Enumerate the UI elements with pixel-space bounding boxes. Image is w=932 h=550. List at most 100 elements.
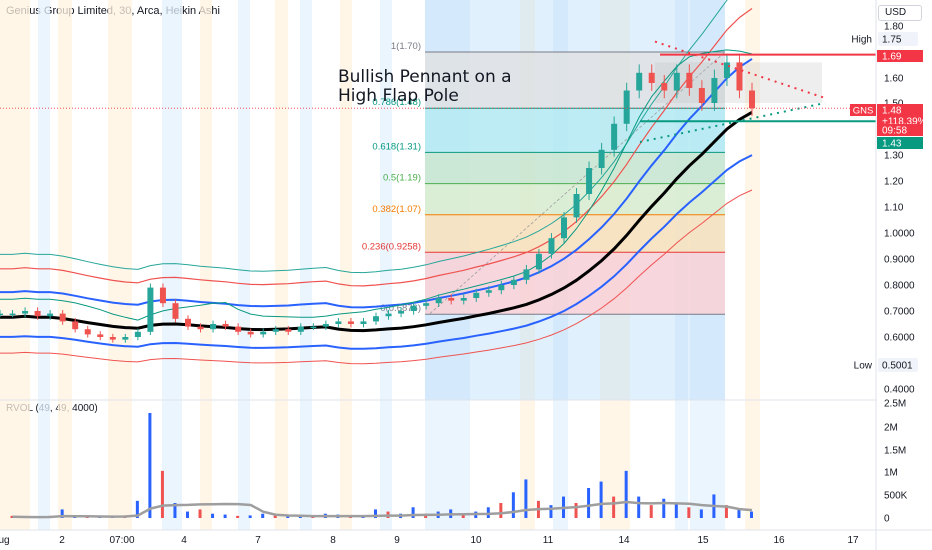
volume-bar <box>148 413 152 518</box>
fib-zone <box>425 108 725 153</box>
extreme-value: 0.5001 <box>882 361 913 372</box>
candle-body <box>673 72 680 91</box>
candle-body <box>473 292 480 298</box>
time-axis: ug 2 07:00 4 7 8 9 10 11 14 15 16 17 <box>0 535 859 546</box>
volume-bar <box>486 507 490 518</box>
candle-body <box>147 287 154 332</box>
session-stripe <box>340 0 352 530</box>
time-tick-label: 16 <box>773 535 785 546</box>
symbol-tag-label: GNS <box>853 106 874 117</box>
candle-body <box>548 238 555 254</box>
price-tag <box>877 137 923 149</box>
price-tick-label: 1.60 <box>884 74 904 85</box>
volume-bar <box>223 514 227 518</box>
volume-bar <box>687 507 691 518</box>
volume-bar <box>599 481 603 518</box>
candle-body <box>109 337 116 340</box>
time-tick-label: 8 <box>330 535 336 546</box>
candle-body <box>410 305 417 311</box>
volume-tick-label: 2.5M <box>884 399 906 410</box>
session-stripe <box>300 0 312 530</box>
candle-body <box>485 290 492 293</box>
candle-body <box>222 324 229 327</box>
candle-body <box>448 298 455 301</box>
candle-body <box>711 78 718 103</box>
volume-bar <box>574 503 578 518</box>
candle-body <box>736 62 743 91</box>
price-tag <box>877 50 923 62</box>
candle-body <box>398 311 405 314</box>
candle-body <box>210 324 217 330</box>
time-tick-label: ug <box>0 535 10 546</box>
candle-body <box>698 88 705 103</box>
candle-body <box>185 318 191 327</box>
volume-bar <box>10 515 14 518</box>
annotation-line-2[interactable]: High Flap Pole <box>338 86 459 106</box>
volume-bar <box>662 498 666 518</box>
candle-body <box>523 269 530 280</box>
extreme-tag <box>878 358 918 372</box>
candle-body <box>247 331 254 335</box>
price-tag-value: 1.48 <box>882 106 902 117</box>
time-tick-label: 17 <box>847 535 859 546</box>
candle-body <box>686 72 693 88</box>
volume-bar <box>724 505 728 518</box>
candle-body <box>385 313 392 317</box>
volume-tick-label: 1.5M <box>884 446 906 457</box>
session-stripe <box>275 0 288 530</box>
time-tick-label: 11 <box>543 535 554 546</box>
candle-body <box>723 62 730 78</box>
time-tick-label: 15 <box>697 535 709 546</box>
price-tick-label: 1.0000 <box>884 229 915 240</box>
price-tick-label: 0.8000 <box>884 281 915 292</box>
candles <box>0 53 755 343</box>
volume-bar <box>248 515 252 518</box>
candle-body <box>122 337 129 340</box>
candle-body <box>598 149 605 168</box>
currency-button[interactable]: USD <box>878 5 922 21</box>
session-stripe <box>200 0 212 530</box>
volume-bar <box>587 488 591 518</box>
candle-body <box>648 72 655 83</box>
volume-bar <box>511 492 515 518</box>
fib-trend-line <box>429 51 726 314</box>
annotation-line-1[interactable]: Bullish Pennant on a <box>338 67 512 87</box>
candle-body <box>360 321 367 324</box>
time-tick-label: 9 <box>394 535 400 546</box>
volume-bar <box>211 513 215 518</box>
volume-bar <box>637 496 641 518</box>
candle-body <box>347 321 354 324</box>
price-tick-label: 0.9000 <box>884 255 915 266</box>
upper-red-band <box>0 8 753 287</box>
candle-body <box>59 313 66 322</box>
lower-red-band <box>0 189 753 365</box>
volume-bar <box>160 470 164 518</box>
volume-bar <box>173 503 177 518</box>
volume-bar <box>549 505 553 518</box>
candle-body <box>661 83 668 91</box>
candle-body <box>47 313 54 317</box>
price-tag <box>877 104 923 116</box>
candle-body <box>310 326 317 329</box>
fib-level-label: 0.382(1.07) <box>372 204 421 215</box>
candle-body <box>9 313 16 316</box>
price-tick-label: 1.10 <box>884 203 904 214</box>
upper-blue-band <box>0 58 753 309</box>
volume-bar <box>60 509 64 518</box>
price-axis: 1.801.751.601.501.401.301.201.101.00000.… <box>850 22 927 525</box>
session-stripe <box>58 0 72 530</box>
candle-body <box>297 326 304 332</box>
volume-bar <box>374 509 377 518</box>
volume-bar <box>524 479 528 518</box>
session-stripe <box>380 0 392 530</box>
volume-bar <box>737 509 741 518</box>
time-tick-label: 14 <box>618 535 630 546</box>
volume-bar <box>273 515 277 518</box>
candle-body <box>84 329 91 335</box>
candle-body <box>510 279 517 285</box>
price-tag-value: +118.39% <box>882 117 927 128</box>
candle-body <box>285 329 292 332</box>
indicator-bands <box>0 0 753 365</box>
time-tick-label: 4 <box>181 535 187 546</box>
